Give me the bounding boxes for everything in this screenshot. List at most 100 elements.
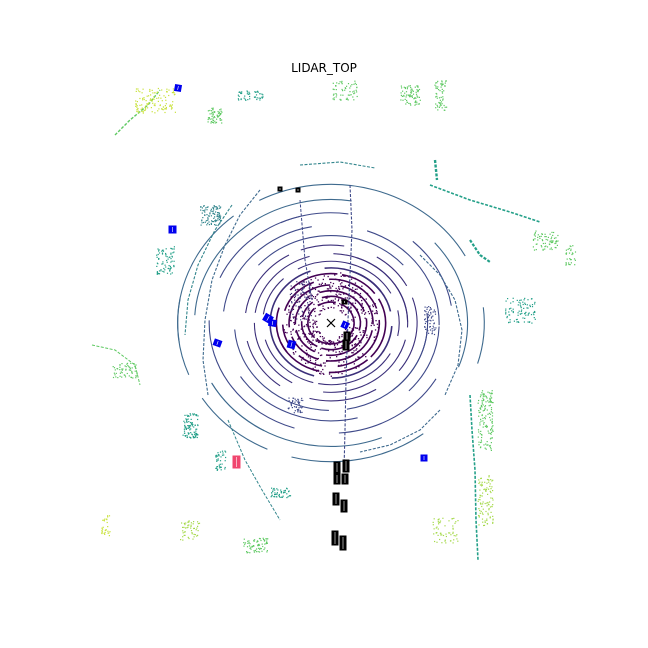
lidar-point [331, 342, 333, 344]
lidar-point [302, 284, 304, 286]
lidar-point [488, 488, 490, 490]
lidar-point [346, 330, 348, 332]
lidar-point [338, 337, 341, 339]
lidar-point [141, 107, 143, 109]
lidar-point [417, 96, 419, 98]
lidar-point [485, 448, 487, 450]
lidar-point [295, 331, 297, 333]
lidar-point [484, 488, 486, 490]
lidar-point [336, 344, 339, 346]
lidar-point [358, 366, 360, 368]
lidar-point [344, 87, 346, 89]
lidar-point [300, 304, 303, 306]
lidar-point [414, 86, 416, 88]
vehicle-box [333, 461, 341, 474]
lidar-point [431, 333, 433, 335]
lidar-point [294, 401, 296, 403]
lidar-point [317, 301, 320, 303]
lidar-point [314, 277, 317, 279]
lidar-point [337, 372, 340, 374]
lidar-point [354, 277, 356, 280]
lidar-point [200, 224, 202, 226]
lidar-point [352, 352, 354, 354]
lidar-point [366, 292, 368, 294]
lidar-point [438, 106, 440, 108]
lidar-point [157, 253, 159, 256]
lidar-point [102, 526, 104, 528]
lidar-point [479, 484, 481, 486]
lidar-point [207, 215, 210, 217]
lidar-point [355, 327, 357, 329]
lidar-point [414, 97, 416, 99]
lidar-point [219, 223, 221, 225]
lidar-point [298, 283, 300, 285]
lidar-point [438, 523, 440, 525]
scan-ring-arc [300, 321, 318, 348]
lidar-point [217, 112, 220, 114]
scan-ring-arc [338, 378, 437, 434]
lidar-point [487, 400, 489, 402]
lidar-point [565, 253, 567, 255]
lidar-point [482, 521, 484, 523]
lidar-point [435, 327, 437, 329]
lidar-point [297, 410, 299, 412]
lidar-point [164, 108, 166, 110]
lidar-point [218, 212, 220, 214]
lidar-point [479, 509, 481, 512]
lidar-point [183, 428, 185, 430]
lidar-point [142, 99, 144, 101]
lidar-point [149, 88, 151, 91]
lidar-point [121, 369, 123, 371]
lidar-point [189, 425, 191, 427]
lidar-point [484, 417, 486, 419]
scan-ring-arc [434, 242, 469, 368]
lidar-point [149, 90, 151, 92]
lidar-point [484, 405, 487, 407]
lidar-point [166, 261, 168, 263]
lidar-point [480, 404, 482, 407]
lidar-point [547, 239, 549, 241]
lidar-point [341, 335, 343, 338]
scan-ring-arc [337, 319, 381, 368]
lidar-point [308, 291, 310, 293]
lidar-point [531, 298, 533, 300]
lidar-point [221, 122, 223, 124]
lidar-point [337, 300, 339, 302]
lidar-point [188, 520, 190, 522]
lidar-point [247, 540, 249, 542]
lidar-point [439, 105, 441, 107]
lidar-point [353, 324, 355, 326]
lidar-point [349, 301, 351, 304]
lidar-point [487, 391, 489, 393]
lidar-point [488, 392, 491, 394]
lidar-point [480, 495, 482, 497]
lidar-point [280, 491, 282, 493]
lidar-point [307, 362, 309, 364]
lidar-point [312, 325, 314, 327]
lidar-point [163, 95, 165, 97]
lidar-point [312, 323, 314, 325]
lidar-point [163, 267, 165, 270]
lidar-point [314, 321, 316, 324]
lidar-point [188, 433, 190, 435]
lidar-point [482, 420, 484, 422]
lidar-point [163, 271, 165, 273]
lidar-point [271, 495, 273, 497]
lidar-point [121, 372, 123, 374]
lidar-point [425, 311, 427, 313]
lidar-point [292, 313, 294, 315]
lidar-point [326, 341, 329, 344]
lidar-point [151, 100, 153, 102]
lidar-point [338, 286, 340, 288]
lidar-point [304, 315, 307, 317]
lidar-point [521, 309, 523, 311]
lidar-point [483, 524, 486, 526]
lidar-point [188, 426, 191, 428]
lidar-point [131, 371, 133, 373]
lidar-point [309, 325, 311, 328]
lidar-point [217, 459, 219, 461]
lidar-point [545, 245, 547, 247]
lidar-point [435, 92, 437, 95]
lidar-point [309, 288, 311, 290]
vehicle-box [332, 492, 340, 506]
